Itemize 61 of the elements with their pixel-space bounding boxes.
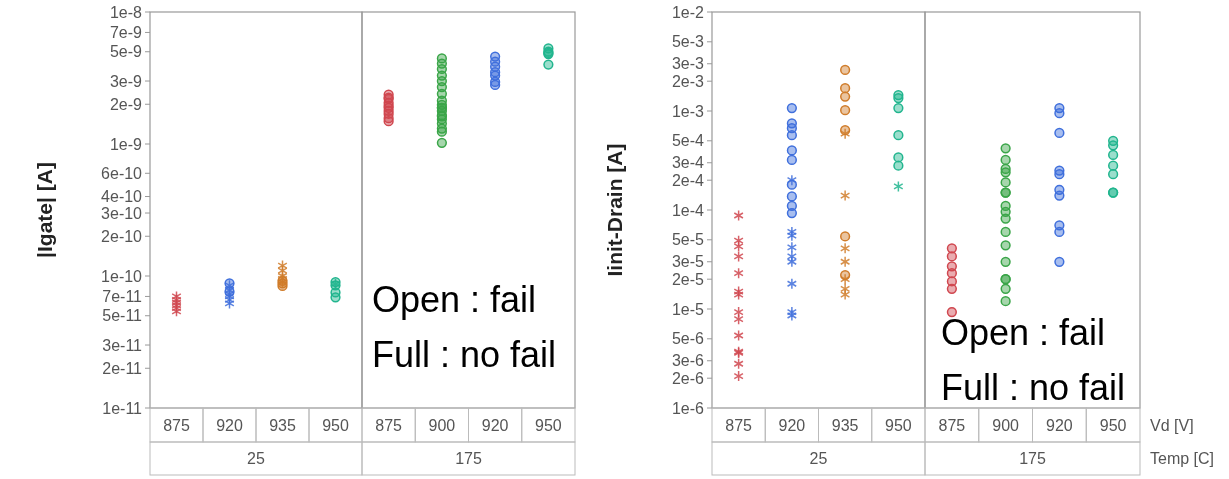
annotation: Open : fail (372, 279, 537, 320)
y-tick-label: 2e-9 (109, 95, 143, 113)
annotation: Open : fail (941, 312, 1106, 353)
y-tick-label: 3e-10 (101, 204, 143, 222)
y-tick-label: 5e-5 (671, 231, 705, 249)
x-tick-label: 900 (992, 416, 1020, 434)
x-tick-label: 950 (322, 416, 349, 434)
y-tick-label: 2e-10 (101, 227, 143, 245)
x-tick-label: 950 (885, 416, 912, 434)
annotation: Full : no fail (372, 334, 557, 375)
y-tick-label: 2e-3 (671, 72, 705, 90)
y-tick-label: 5e-11 (102, 307, 143, 325)
x-tick-label: 920 (1046, 416, 1073, 434)
x-tick-label: 900 (428, 416, 456, 434)
y-tick-label: 1e-3 (671, 102, 705, 120)
x-tick-label: 875 (163, 416, 190, 434)
x-tick-label: 875 (725, 416, 753, 434)
y-tick-label: 3e-4 (671, 154, 705, 172)
x-tick-label: 920 (216, 416, 243, 434)
y-tick-label: 5e-3 (671, 33, 705, 51)
x-tick-label: 950 (535, 416, 562, 434)
x-tick-label: 935 (831, 416, 859, 434)
text: Vd [V] (1150, 416, 1194, 434)
y-tick-label: 1e-9 (109, 135, 143, 153)
x-axis-title: 25 (809, 450, 828, 468)
y-tick-label: 5e-4 (671, 132, 705, 150)
y-tick-label: 1e-4 (671, 201, 705, 219)
y-tick-label: 3e-5 (671, 253, 705, 271)
y-tick-label: 1e-5 (671, 300, 705, 318)
annotation: Full : no fail (941, 367, 1126, 408)
y-tick-label: 3e-6 (671, 352, 705, 370)
y-tick-label: 5e-9 (109, 43, 143, 61)
y-tick-label: 7e-11 (102, 288, 143, 306)
x-tick-label: 875 (938, 416, 966, 434)
y-tick-label: 3e-3 (671, 55, 705, 73)
y-axis-title: Iinit-Drain [A] (603, 143, 626, 277)
y-axis-title: |Igate| [A] (33, 162, 56, 258)
x-tick-label: 950 (1099, 416, 1127, 434)
y-tick-label: 1e-8 (109, 3, 143, 21)
y-tick-label: 1e-11 (102, 399, 143, 417)
x-tick-label: 920 (481, 416, 509, 434)
text: Temp [C] (1150, 450, 1215, 468)
y-tick-label: 2e-11 (102, 359, 143, 377)
y-tick-label: 4e-10 (101, 188, 143, 206)
x-axis-title: 175 (1019, 450, 1046, 468)
x-axis-title: 25 (247, 450, 265, 468)
y-tick-label: 5e-6 (671, 330, 705, 348)
y-tick-label: 1e-6 (671, 399, 705, 417)
y-tick-label: 2e-6 (671, 369, 705, 387)
y-tick-label: 2e-5 (671, 270, 705, 288)
x-tick-label: 935 (269, 416, 296, 434)
y-tick-label: 1e-10 (101, 267, 143, 285)
y-tick-label: 3e-11 (102, 336, 143, 354)
y-tick-label: 7e-9 (109, 24, 143, 42)
y-tick-label: 6e-10 (101, 164, 143, 182)
y-tick-label: 1e-2 (671, 3, 705, 21)
y-tick-label: 2e-4 (671, 171, 705, 189)
x-tick-label: 920 (778, 416, 806, 434)
x-axis-title: 175 (455, 450, 482, 468)
y-tick-label: 3e-9 (109, 72, 143, 90)
x-tick-label: 875 (375, 416, 403, 434)
